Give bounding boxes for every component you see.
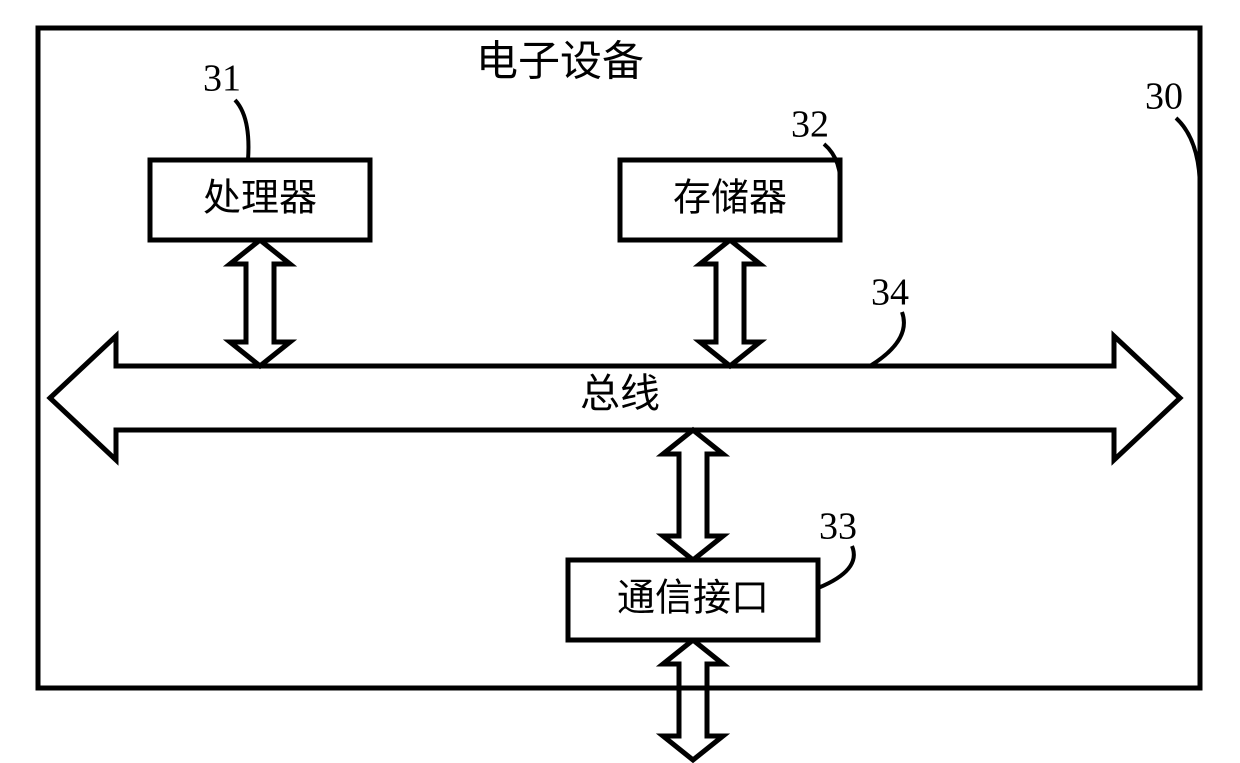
bus-ref: 34 <box>871 272 909 314</box>
ref-leader <box>818 546 854 588</box>
memory-label: 存储器 <box>673 178 787 220</box>
outer-box-title: 电子设备 <box>476 40 644 86</box>
memory-ref: 32 <box>791 104 829 146</box>
comm-ref: 33 <box>819 506 857 548</box>
connector-mem-bus <box>700 240 760 366</box>
processor-ref: 31 <box>203 58 241 100</box>
ref-leader <box>870 312 904 366</box>
bus-label: 总线 <box>580 371 660 416</box>
ref-leader <box>1176 118 1200 190</box>
connector-comm-out <box>663 640 723 760</box>
processor-label: 处理器 <box>203 178 317 220</box>
connector-bus-comm <box>663 430 723 560</box>
ref-leader <box>235 100 248 160</box>
outer-box-ref: 30 <box>1145 76 1183 118</box>
diagram-canvas: 电子设备 30 总线 34 处理器 31 存储器32 通信接口 33 <box>0 0 1240 763</box>
connector-proc-bus <box>230 240 290 366</box>
comm-label: 通信接口 <box>617 578 769 620</box>
